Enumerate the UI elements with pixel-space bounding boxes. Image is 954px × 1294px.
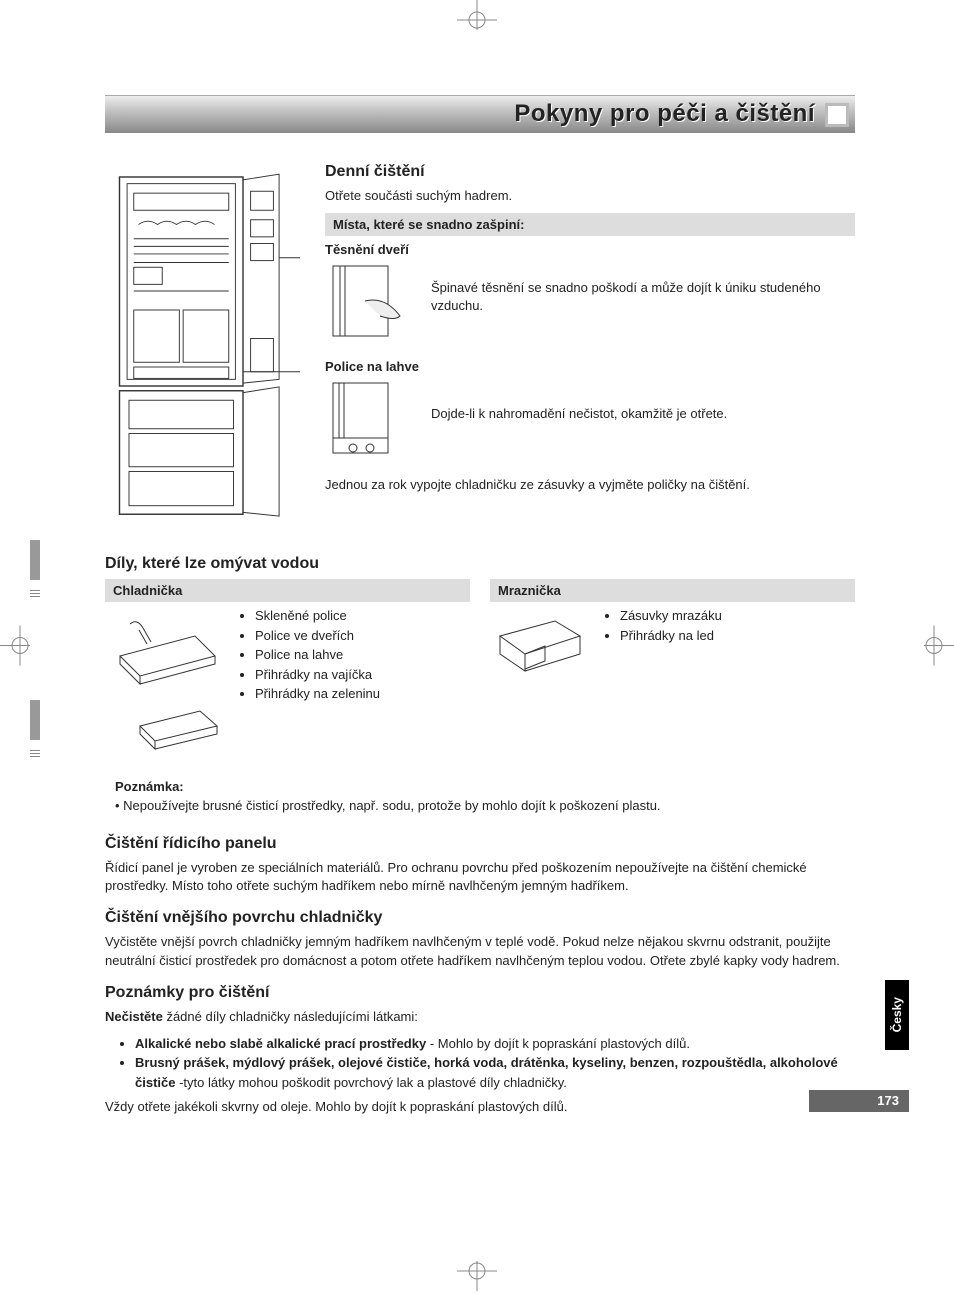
title-bar: Pokyny pro péči a čištění	[105, 95, 855, 133]
exterior-text: Vyčistěte vnější povrch chladničky jemný…	[105, 933, 855, 969]
fridge-washable-list: Skleněné police Police ve dveřích Police…	[237, 606, 380, 704]
list-item: Police ve dveřích	[255, 626, 380, 646]
note-bullet: •	[115, 798, 123, 813]
list-item: Skleněné police	[255, 606, 380, 626]
list-item: Přihrádky na zeleninu	[255, 684, 380, 704]
crop-mark-bottom	[447, 1251, 507, 1294]
daily-cleaning-heading: Denní čištění	[325, 163, 855, 181]
freezer-washable-list: Zásuvky mrazáku Přihrádky na led	[602, 606, 722, 645]
door-seal-text: Špinavé těsnění se snadno poškodí a může…	[431, 279, 855, 315]
list-item: Alkalické nebo slabě alkalické prací pro…	[135, 1034, 855, 1054]
page-title: Pokyny pro péči a čištění	[514, 100, 815, 128]
control-panel-heading: Čištění řídicího panelu	[105, 835, 855, 853]
fridge-column-header: Chladnička	[105, 579, 470, 602]
cleaning-notes-heading: Poznámky pro čištění	[105, 984, 855, 1002]
title-decorative-box	[825, 103, 849, 127]
dont-clean-line: Nečistěte žádné díly chladničky následuj…	[105, 1008, 855, 1026]
side-registration-1	[30, 540, 40, 599]
bottle-shelf-label: Police na lahve	[325, 359, 855, 374]
bullet-bold: Alkalické nebo slabě alkalické prací pro…	[135, 1036, 426, 1051]
language-tab: Česky	[885, 980, 909, 1050]
dirty-places-header: Místa, které se snadno zašpiní:	[325, 213, 855, 236]
freezer-drawer-illustration	[490, 606, 590, 679]
bottle-shelf-illustration	[325, 378, 415, 458]
dont-clean-list: Alkalické nebo slabě alkalické prací pro…	[117, 1034, 855, 1093]
list-item: Brusný prášek, mýdlový prášek, olejové č…	[135, 1053, 855, 1092]
glass-shelf-illustration	[105, 606, 225, 759]
crop-mark-top	[447, 0, 507, 43]
bottle-shelf-text: Dojde-li k nahromadění nečistot, okamžit…	[431, 405, 727, 423]
list-item: Police na lahve	[255, 645, 380, 665]
freezer-column-header: Mraznička	[490, 579, 855, 602]
bullet-rest: -tyto látky mohou poškodit povrchový lak…	[175, 1075, 566, 1090]
door-seal-label: Těsnění dveří	[325, 242, 855, 257]
language-label: Česky	[890, 997, 904, 1032]
note-text: Nepoužívejte brusné čisticí prostředky, …	[123, 798, 660, 813]
crop-mark-right	[914, 616, 954, 679]
daily-intro: Otřete součásti suchým hadrem.	[325, 187, 855, 205]
washable-note: Poznámka: • Nepoužívejte brusné čisticí …	[115, 779, 855, 813]
final-note: Vždy otřete jakékoli skvrny od oleje. Mo…	[105, 1098, 855, 1116]
list-item: Zásuvky mrazáku	[620, 606, 722, 626]
control-panel-text: Řídicí panel je vyroben ze speciálních m…	[105, 859, 855, 895]
dont-clean-label: Nečistěte	[105, 1009, 163, 1024]
note-label: Poznámka:	[115, 779, 855, 794]
page-number-bar: 173	[809, 1090, 909, 1112]
list-item: Přihrádky na led	[620, 626, 722, 646]
page-number: 173	[877, 1093, 899, 1108]
door-seal-illustration	[325, 261, 415, 341]
page-content: Pokyny pro péči a čištění	[105, 95, 855, 1125]
washable-heading: Díly, které lze omývat vodou	[105, 555, 855, 573]
side-registration-2	[30, 700, 40, 759]
yearly-cleaning-text: Jednou za rok vypojte chladničku ze zásu…	[325, 476, 855, 494]
list-item: Přihrádky na vajíčka	[255, 665, 380, 685]
bullet-rest: - Mohlo by dojít k popraskání plastových…	[426, 1036, 690, 1051]
exterior-heading: Čištění vnějšího povrchu chladničky	[105, 909, 855, 927]
dont-clean-text: žádné díly chladničky následujícími látk…	[166, 1009, 417, 1024]
fridge-illustration	[105, 163, 305, 533]
crop-mark-left	[0, 616, 40, 679]
